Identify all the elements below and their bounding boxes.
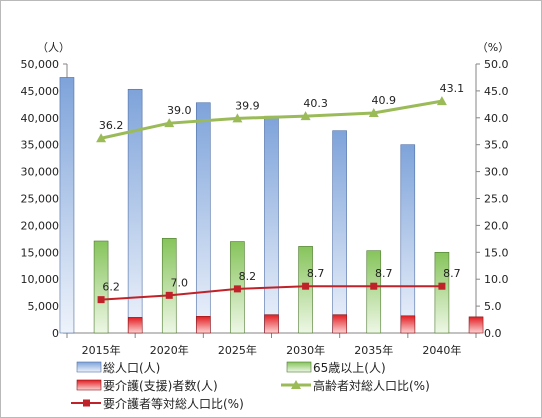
left-tick-label: 10,000 [21,273,60,286]
right-tick-label: 30.0 [484,166,509,179]
right-tick-label: 50.0 [484,58,509,71]
right-tick-label: 40.0 [484,112,509,125]
data-label: 8.7 [307,267,325,280]
legend-swatch [286,361,312,373]
bar [161,238,177,334]
data-label: 8.7 [443,267,461,280]
bar [127,317,143,334]
bar [366,250,382,334]
bar [195,102,211,334]
left-tick-label: 40,000 [21,112,60,125]
square-marker [165,291,173,299]
right-tick-label: 0.0 [484,327,502,340]
bar [400,144,416,334]
data-label: 39.9 [235,99,260,112]
bar [468,316,484,334]
square-marker [233,285,241,293]
left-tick-label: 35,000 [21,139,60,152]
x-tick-label: 2015年 [82,343,121,357]
triangle-marker [232,113,243,123]
left-tick-label: 30,000 [21,166,60,179]
right-tick-label: 25.0 [484,193,509,206]
legend-triangle-marker [291,380,301,389]
data-label: 39.0 [167,104,192,117]
legend-label: 総人口(人) [103,361,160,375]
bar [93,240,109,334]
bar [332,130,347,334]
axes: 0 5,000 10,000 15,000 20,000 25,000 30,000 35,0… [21,58,509,357]
triangle-marker [164,118,175,128]
left-tick-label: 50,000 [21,58,60,71]
right-tick-label: 45.0 [484,85,509,98]
series-line [100,99,443,140]
x-tick-label: 2040年 [422,343,461,357]
left-tick-label: 20,000 [21,219,60,232]
legend-label: 要介護(支援)者数(人) [103,378,218,393]
x-tick-label: 2035年 [354,343,393,357]
left-tick-label: 0 [52,327,59,340]
bar [332,314,348,334]
left-tick-label: 45,000 [21,85,60,98]
x-tick-label: 2025年 [218,343,257,357]
legend-square-marker [83,399,90,407]
data-label: 8.7 [375,267,393,280]
left-tick-label: 25,000 [21,193,60,206]
bar [196,316,211,334]
lines: 36.2 39.0 39.9 40.3 40.9 43.1 6.2 7.0 8.2 8.7 8.7 8… [96,82,465,304]
bar [264,115,279,334]
x-tick-label: 2020年 [150,343,189,357]
triangle-marker [96,133,107,143]
bar [400,315,416,334]
left-tick-label: 15,000 [21,246,60,259]
legend-label: 高齢者対総人口比(%) [313,378,430,393]
bar [59,77,75,334]
data-label: 40.9 [372,94,397,107]
data-label: 40.3 [303,97,328,110]
right-tick-label: 35.0 [484,139,509,152]
square-marker [97,296,105,304]
legend-swatch [76,361,102,373]
square-marker [438,282,446,290]
triangle-marker [300,111,311,121]
series-line [101,285,442,301]
left-tick-label: 5,000 [28,300,60,313]
right-axis-unit: （%） [477,41,509,54]
right-tick-label: 10.0 [484,273,509,286]
square-marker [370,282,378,290]
right-tick-label: 20.0 [484,219,509,232]
legend-label: 65歳以上(人) [313,361,386,375]
square-marker [302,282,310,290]
right-tick-label: 5.0 [484,300,502,313]
triangle-marker [368,107,379,117]
bar [434,252,450,334]
data-label: 43.1 [440,82,465,95]
x-tick-label: 2030年 [286,343,325,357]
triangle-marker [436,96,447,106]
data-label: 8.2 [239,270,257,283]
data-label: 7.0 [171,276,189,289]
data-label: 36.2 [99,119,124,132]
legend-label: 要介護者等対総人口比(%) [103,396,244,411]
data-label: 6.2 [102,281,120,294]
right-tick-label: 15.0 [484,246,509,259]
legend: 総人口(人) 65歳以上(人) 要介護(支援)者数(人) 高齢者対総人口比(%) 要介護… [71,361,430,411]
bar [264,314,279,334]
left-axis-unit: （人） [37,41,70,54]
legend-swatch [76,379,102,391]
